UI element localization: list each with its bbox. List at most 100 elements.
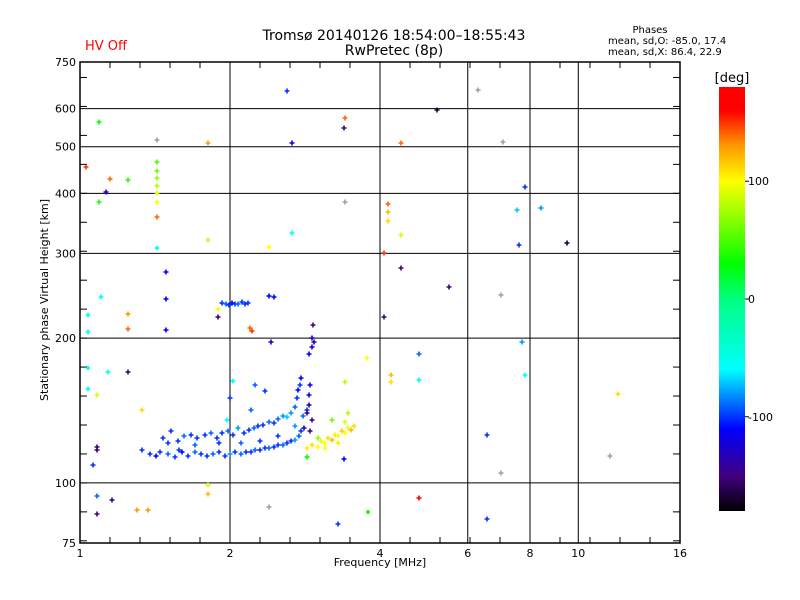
data-point <box>284 88 290 94</box>
data-point <box>385 209 391 215</box>
data-point <box>322 440 328 446</box>
data-point <box>288 438 294 444</box>
data-point <box>381 250 387 256</box>
data-point <box>522 372 528 378</box>
data-point <box>96 199 102 205</box>
data-point <box>416 351 422 357</box>
data-point <box>215 306 221 312</box>
data-point <box>94 493 100 499</box>
data-point <box>205 482 211 488</box>
data-point <box>364 355 370 361</box>
data-point <box>222 453 228 459</box>
data-point <box>271 444 277 450</box>
data-point <box>252 382 258 388</box>
data-point <box>266 419 272 425</box>
data-point <box>292 423 298 429</box>
data-point <box>194 435 200 441</box>
data-point <box>342 115 348 121</box>
y-tick-label: 750 <box>55 56 76 69</box>
data-point <box>208 430 214 436</box>
data-point <box>292 404 298 410</box>
data-point <box>204 453 210 459</box>
y-tick-label: 100 <box>55 477 76 490</box>
data-point <box>154 159 160 165</box>
data-point <box>105 369 111 375</box>
data-point <box>304 410 310 416</box>
colorbar-label: [deg] <box>715 71 750 86</box>
data-point <box>266 504 272 510</box>
data-point <box>176 447 182 453</box>
data-point <box>210 451 216 457</box>
data-point <box>249 328 255 334</box>
data-point <box>243 449 249 455</box>
data-point <box>268 339 274 345</box>
data-point <box>94 392 100 398</box>
data-point <box>309 442 315 448</box>
data-point <box>306 351 312 357</box>
data-point <box>216 449 222 455</box>
colorbar-ticks: 100 0 -100 <box>745 175 773 424</box>
data-point <box>315 435 321 441</box>
data-point <box>365 509 371 515</box>
data-point <box>238 451 244 457</box>
data-point <box>275 442 281 448</box>
data-point <box>248 449 254 455</box>
data-point <box>289 230 295 236</box>
data-point <box>500 139 506 145</box>
data-point <box>385 201 391 207</box>
data-point <box>322 445 328 451</box>
data-point <box>125 326 131 332</box>
data-point <box>284 414 290 420</box>
data-point <box>248 407 254 413</box>
data-point <box>307 428 313 434</box>
data-point <box>498 292 504 298</box>
data-point <box>260 422 266 428</box>
data-point <box>297 382 303 388</box>
data-point <box>179 449 185 455</box>
x-tick-label: 16 <box>673 547 687 560</box>
data-point <box>275 416 281 422</box>
data-point <box>157 449 163 455</box>
data-point <box>154 199 160 205</box>
data-point <box>298 428 304 434</box>
data-point <box>342 430 348 436</box>
data-point <box>192 442 198 448</box>
data-point <box>235 301 241 307</box>
x-tick-label: 1 <box>77 547 84 560</box>
data-point <box>335 521 341 527</box>
data-point <box>255 423 261 429</box>
data-point <box>275 433 281 439</box>
data-point <box>304 454 310 460</box>
data-point <box>288 410 294 416</box>
data-point <box>342 199 348 205</box>
data-point <box>139 407 145 413</box>
data-point <box>484 516 490 522</box>
data-point <box>280 413 286 419</box>
y-tick-label: 500 <box>55 141 76 154</box>
data-point <box>309 335 315 341</box>
data-point <box>284 440 290 446</box>
y-tick-label: 400 <box>55 187 76 200</box>
data-point <box>242 301 248 307</box>
data-point <box>247 325 253 331</box>
data-point <box>332 432 338 438</box>
data-point <box>335 440 341 446</box>
data-point <box>516 242 522 248</box>
data-point <box>165 451 171 457</box>
data-point <box>294 395 300 401</box>
data-point <box>341 125 347 131</box>
data-point <box>345 425 351 431</box>
data-point <box>160 435 166 441</box>
data-point <box>103 189 109 195</box>
data-point <box>154 175 160 181</box>
data-point <box>163 269 169 275</box>
data-point <box>219 300 225 306</box>
data-point <box>245 300 251 306</box>
data-point <box>216 440 222 446</box>
data-point <box>145 507 151 513</box>
chart-title: Tromsø 20140126 18:54:00–18:55:43 <box>262 28 526 44</box>
y-axis-label: Stationary phase Virtual Height [km] <box>38 199 51 401</box>
grid-lines <box>80 62 680 543</box>
data-point <box>230 432 236 438</box>
data-point <box>83 164 89 170</box>
